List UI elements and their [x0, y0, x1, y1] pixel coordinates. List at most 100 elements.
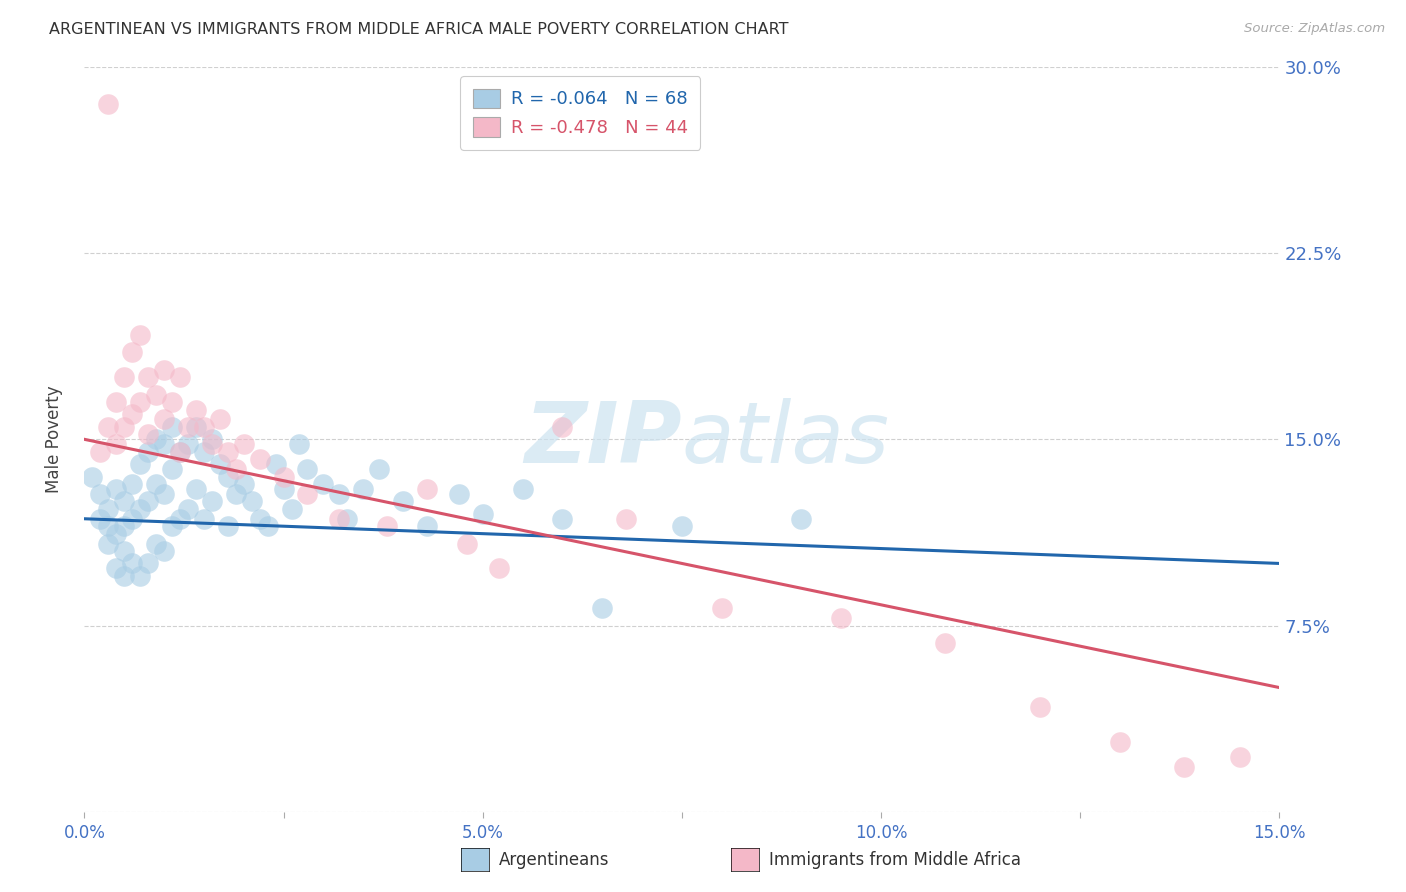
Point	[177, 501, 200, 516]
Point	[471, 507, 494, 521]
Point	[193, 444, 215, 458]
Point	[97, 501, 120, 516]
Point	[416, 519, 439, 533]
Point	[273, 482, 295, 496]
Point	[297, 487, 319, 501]
Point	[121, 408, 143, 422]
Point	[112, 569, 135, 583]
Point	[288, 437, 311, 451]
Point	[82, 469, 104, 483]
Point	[336, 512, 359, 526]
Point	[89, 444, 111, 458]
Point	[97, 420, 120, 434]
Point	[256, 519, 278, 533]
Point	[1229, 750, 1251, 764]
Text: Immigrants from Middle Africa: Immigrants from Middle Africa	[769, 851, 1021, 869]
Point	[328, 487, 350, 501]
Point	[240, 494, 263, 508]
Point	[416, 482, 439, 496]
Point	[280, 501, 302, 516]
Legend: R = -0.064   N = 68, R = -0.478   N = 44: R = -0.064 N = 68, R = -0.478 N = 44	[460, 76, 700, 150]
Point	[121, 557, 143, 571]
Point	[264, 457, 287, 471]
Point	[121, 345, 143, 359]
Point	[153, 544, 176, 558]
Point	[184, 482, 207, 496]
Point	[225, 462, 247, 476]
Point	[375, 519, 398, 533]
Point	[1173, 760, 1195, 774]
Point	[193, 420, 215, 434]
Point	[273, 469, 295, 483]
Point	[551, 420, 574, 434]
Point	[208, 412, 231, 426]
Point	[136, 427, 159, 442]
Point	[169, 444, 191, 458]
Point	[145, 536, 167, 550]
Point	[591, 601, 613, 615]
Point	[153, 437, 176, 451]
Point	[129, 569, 152, 583]
Point	[328, 512, 350, 526]
Point	[105, 437, 128, 451]
Point	[488, 561, 510, 575]
Point	[160, 519, 183, 533]
Point	[201, 494, 224, 508]
Point	[232, 437, 254, 451]
Point	[312, 477, 335, 491]
Point	[830, 611, 852, 625]
Point	[112, 370, 135, 384]
Point	[456, 536, 478, 550]
Point	[1029, 700, 1052, 714]
Text: ARGENTINEAN VS IMMIGRANTS FROM MIDDLE AFRICA MALE POVERTY CORRELATION CHART: ARGENTINEAN VS IMMIGRANTS FROM MIDDLE AF…	[49, 22, 789, 37]
Point	[551, 512, 574, 526]
Point	[129, 457, 152, 471]
Point	[121, 512, 143, 526]
Point	[145, 433, 167, 447]
Point	[97, 536, 120, 550]
Point	[614, 512, 637, 526]
Point	[89, 487, 111, 501]
Y-axis label: Male Poverty: Male Poverty	[45, 385, 63, 493]
Point	[112, 420, 135, 434]
Point	[160, 462, 183, 476]
Point	[153, 363, 176, 377]
Text: Source: ZipAtlas.com: Source: ZipAtlas.com	[1244, 22, 1385, 36]
Point	[169, 370, 191, 384]
Point	[177, 420, 200, 434]
Point	[297, 462, 319, 476]
Point	[136, 370, 159, 384]
Point	[97, 97, 120, 112]
Point	[129, 328, 152, 343]
Point	[201, 433, 224, 447]
Point	[160, 420, 183, 434]
Point	[153, 412, 176, 426]
Point	[447, 487, 470, 501]
Point	[112, 494, 135, 508]
Text: ZIP: ZIP	[524, 398, 682, 481]
Point	[217, 444, 239, 458]
Point	[710, 601, 733, 615]
Point	[112, 544, 135, 558]
Point	[217, 469, 239, 483]
Point	[177, 437, 200, 451]
Point	[201, 437, 224, 451]
Point	[129, 501, 152, 516]
Point	[89, 512, 111, 526]
Point	[169, 512, 191, 526]
Point	[136, 494, 159, 508]
Point	[112, 519, 135, 533]
Text: atlas: atlas	[682, 398, 890, 481]
Point	[512, 482, 534, 496]
Point	[169, 444, 191, 458]
Point	[184, 420, 207, 434]
Point	[1109, 735, 1132, 749]
Point	[136, 444, 159, 458]
Point	[136, 557, 159, 571]
Point	[249, 452, 271, 467]
Point	[160, 395, 183, 409]
Point	[352, 482, 374, 496]
Point	[105, 482, 128, 496]
Point	[129, 395, 152, 409]
Point	[934, 636, 956, 650]
